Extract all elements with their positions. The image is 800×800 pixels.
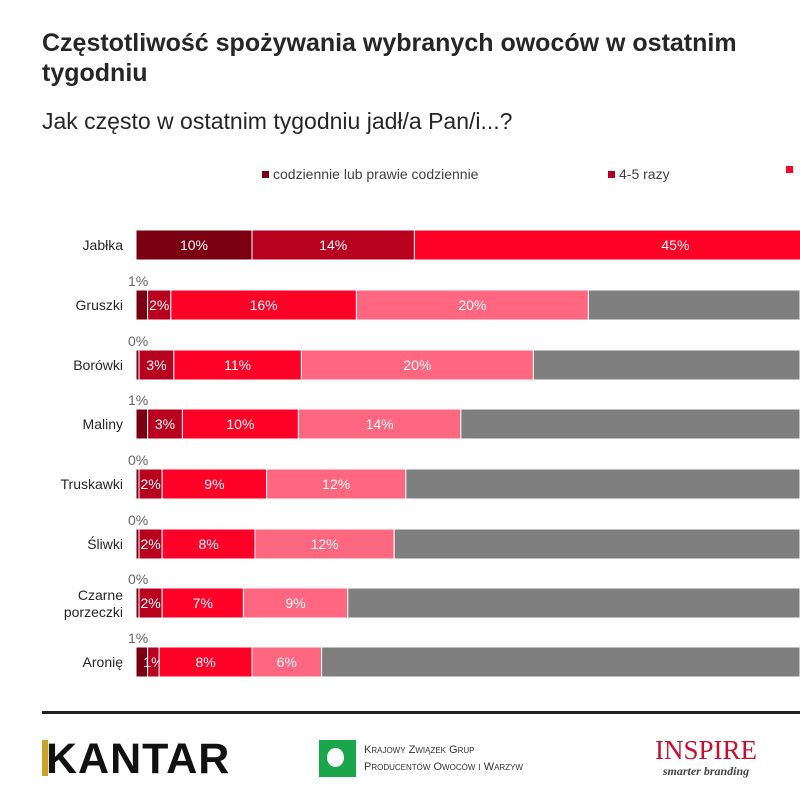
data-label: 2% bbox=[140, 536, 160, 552]
data-label: 10% bbox=[180, 237, 208, 253]
data-label: 20% bbox=[403, 357, 431, 373]
bar-segment bbox=[297, 408, 462, 440]
category-label: Borówki bbox=[73, 357, 123, 373]
bar-segment bbox=[321, 646, 800, 678]
category-label: Czarne bbox=[78, 587, 123, 603]
bar-segment bbox=[161, 587, 244, 619]
bar-segment bbox=[173, 349, 302, 381]
data-label: 7% bbox=[193, 595, 213, 611]
bar-segment bbox=[532, 349, 800, 381]
bar-segment bbox=[135, 408, 149, 440]
legend-item-third bbox=[786, 166, 797, 173]
inspire-tagline: smarter branding bbox=[662, 764, 750, 778]
kzgp-name-line2: Producentów Owoców i Warzyw bbox=[364, 760, 523, 773]
category-label: Śliwki bbox=[87, 535, 123, 552]
bar-segment bbox=[355, 289, 589, 321]
data-label: 1% bbox=[128, 392, 148, 408]
bar-segment bbox=[460, 408, 800, 440]
bar-segment bbox=[135, 229, 253, 261]
data-label: 14% bbox=[319, 237, 347, 253]
bar-segment bbox=[161, 468, 268, 500]
bar-segment bbox=[393, 528, 800, 560]
data-label: 2% bbox=[140, 595, 160, 611]
bar-segment bbox=[161, 528, 256, 560]
inspire-logo: INSPIRE smarter branding bbox=[655, 736, 757, 779]
data-label: 12% bbox=[322, 476, 350, 492]
inspire-name: INSPIRE bbox=[655, 735, 758, 765]
data-label: 3% bbox=[155, 416, 175, 432]
bar-segment bbox=[135, 289, 149, 321]
data-label: 0% bbox=[128, 452, 148, 468]
data-label: 0% bbox=[128, 571, 148, 587]
kantar-logo: KANTAR bbox=[42, 735, 230, 784]
footer-divider bbox=[42, 711, 800, 714]
data-label: 11% bbox=[224, 357, 251, 373]
category-label: Truskawki bbox=[61, 476, 124, 492]
data-label: 1% bbox=[143, 654, 163, 670]
data-label: 14% bbox=[366, 416, 394, 432]
category-label: Gruszki bbox=[76, 297, 123, 313]
bar-segment bbox=[158, 646, 253, 678]
bar-segment bbox=[251, 646, 323, 678]
legend-item-4-5: 4-5 razy bbox=[608, 166, 670, 182]
chart-subtitle: Jak często w ostatnim tygodniu jadł/a Pa… bbox=[42, 108, 513, 134]
kzgp-name-line1: Krajowy Związek Grup bbox=[364, 743, 475, 756]
data-label: 3% bbox=[146, 357, 166, 373]
kzgp-logo-mark bbox=[319, 740, 356, 777]
chart-title: Częstotliwość spożywania wybranych owocó… bbox=[42, 29, 737, 87]
legend-swatch bbox=[608, 170, 615, 178]
data-label: 2% bbox=[140, 476, 160, 492]
data-label: 12% bbox=[311, 536, 339, 552]
data-label: 2% bbox=[149, 297, 169, 313]
legend-swatch bbox=[262, 170, 269, 178]
data-label: 8% bbox=[198, 536, 218, 552]
bar-segment bbox=[405, 468, 800, 500]
category-label: porzeczki bbox=[64, 604, 123, 620]
data-label: 6% bbox=[277, 654, 297, 670]
category-label: Jabłka bbox=[83, 237, 124, 253]
data-label: 16% bbox=[250, 297, 278, 313]
legend-swatch bbox=[786, 166, 793, 173]
data-label: 45% bbox=[661, 237, 689, 253]
bar-segment bbox=[587, 289, 800, 321]
data-label: 1% bbox=[128, 630, 148, 646]
bar-segment bbox=[147, 408, 183, 440]
bar-segment bbox=[254, 528, 395, 560]
category-label: Maliny bbox=[83, 416, 123, 432]
bar-segment bbox=[347, 587, 800, 619]
data-label: 10% bbox=[226, 416, 254, 432]
legend-label: codziennie lub prawie codziennie bbox=[273, 166, 479, 182]
data-label: 8% bbox=[195, 654, 215, 670]
legend-label: 4-5 razy bbox=[619, 166, 670, 182]
bar-segment bbox=[251, 229, 415, 261]
category-label: Aronię bbox=[83, 654, 124, 670]
bar-segment bbox=[170, 289, 357, 321]
kzgp-logo: Krajowy Związek Grup Producentów Owoców i… bbox=[319, 740, 523, 777]
bar-segment bbox=[266, 468, 407, 500]
data-label: 20% bbox=[458, 297, 486, 313]
data-label: 9% bbox=[204, 476, 224, 492]
data-label: 0% bbox=[128, 512, 148, 528]
data-label: 1% bbox=[128, 273, 148, 289]
legend-item-daily: codziennie lub prawie codziennie bbox=[262, 166, 478, 182]
bar-segment bbox=[413, 229, 800, 261]
data-label: 9% bbox=[285, 595, 305, 611]
data-label: 0% bbox=[128, 333, 148, 349]
